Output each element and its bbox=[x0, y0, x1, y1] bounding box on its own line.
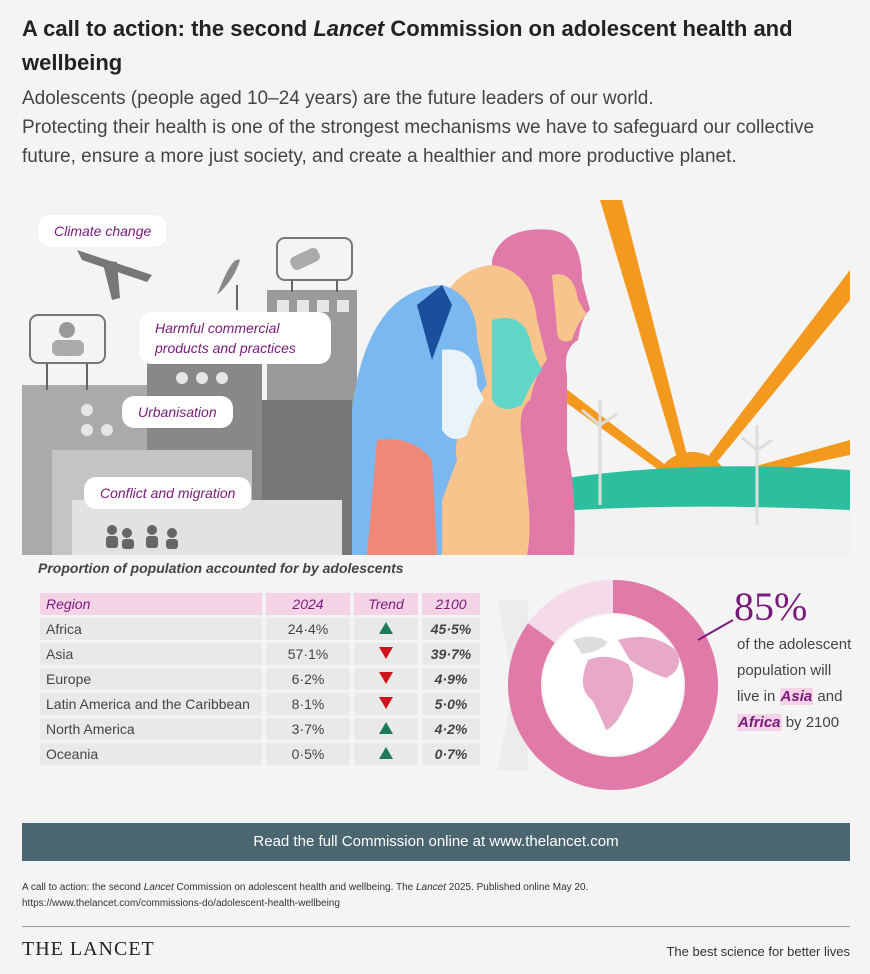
stat-africa: Africa bbox=[737, 714, 782, 731]
read-commission-link[interactable]: Read the full Commission online at www.t… bbox=[22, 823, 850, 861]
citation-line: A call to action: the second Lancet Comm… bbox=[22, 880, 852, 896]
stat-percent: 85% bbox=[734, 584, 808, 629]
table-row: Europe 6·2% 4·9% bbox=[40, 668, 480, 690]
region-cell: Latin America and the Caribbean bbox=[40, 693, 262, 715]
table-title: Proportion of population accounted for b… bbox=[38, 560, 404, 576]
cite-b: Lancet bbox=[143, 882, 174, 893]
value-2100-cell: 39·7% bbox=[422, 643, 480, 665]
title-text-1: A call to action: the second bbox=[22, 16, 314, 41]
intro: Adolescents (people aged 10–24 years) ar… bbox=[22, 84, 852, 171]
trend-up-icon bbox=[379, 747, 393, 759]
profile-silhouettes bbox=[352, 229, 590, 555]
header-trend: Trend bbox=[354, 593, 418, 615]
cite-c: Commission on adolescent health and well… bbox=[173, 882, 416, 893]
satellite-dish-icon bbox=[217, 259, 240, 310]
tag-urbanisation: Urbanisation bbox=[122, 396, 233, 428]
region-cell: Europe bbox=[40, 668, 262, 690]
stat-asia: Asia bbox=[779, 688, 814, 705]
asia-shape bbox=[618, 636, 680, 678]
population-table: Region 2024 Trend 2100 Africa 24·4% 45·5% A… bbox=[36, 590, 484, 768]
table-row: Oceania 0·5% 0·7% bbox=[40, 743, 480, 765]
title-text-italic: Lancet bbox=[313, 16, 385, 41]
region-cell: Africa bbox=[40, 618, 262, 640]
europe-shape bbox=[573, 636, 608, 654]
drone-icon bbox=[77, 250, 152, 300]
value-2100-cell: 45·5% bbox=[422, 618, 480, 640]
value-2024-cell: 3·7% bbox=[266, 718, 350, 740]
value-2024-cell: 8·1% bbox=[266, 693, 350, 715]
tag-climate-change: Climate change bbox=[38, 215, 168, 247]
trend-cell bbox=[354, 718, 418, 740]
tagline: The best science for better lives bbox=[666, 944, 850, 959]
value-2024-cell: 57·1% bbox=[266, 643, 350, 665]
table-row: North America 3·7% 4·2% bbox=[40, 718, 480, 740]
value-2024-cell: 24·4% bbox=[266, 618, 350, 640]
trend-cell bbox=[354, 743, 418, 765]
stat-text: of the adolescent population will live i… bbox=[737, 632, 857, 736]
illustration-graphic bbox=[22, 200, 850, 555]
table-row: Asia 57·1% 39·7% bbox=[40, 643, 480, 665]
header-2100: 2100 bbox=[422, 593, 480, 615]
trend-down-icon bbox=[379, 697, 393, 709]
pointer-line bbox=[697, 619, 734, 641]
tag-harmful-products: Harmful commercial products and practice… bbox=[139, 312, 331, 364]
region-cell: Oceania bbox=[40, 743, 262, 765]
trend-up-icon bbox=[379, 722, 393, 734]
intro-line-1: Adolescents (people aged 10–24 years) ar… bbox=[22, 88, 654, 109]
sun-rays bbox=[542, 200, 850, 482]
header-2024: 2024 bbox=[266, 593, 350, 615]
trend-cell bbox=[354, 618, 418, 640]
citation: A call to action: the second Lancet Comm… bbox=[22, 880, 852, 912]
trend-down-icon bbox=[379, 672, 393, 684]
billboard-icon bbox=[29, 237, 353, 390]
table-row: Africa 24·4% 45·5% bbox=[40, 618, 480, 640]
value-2100-cell: 4·2% bbox=[422, 718, 480, 740]
value-2100-cell: 5·0% bbox=[422, 693, 480, 715]
table-body: Africa 24·4% 45·5% Asia 57·1% 39·7% Europe 6·2%… bbox=[40, 618, 480, 765]
trend-up-icon bbox=[379, 622, 393, 634]
region-cell: Asia bbox=[40, 643, 262, 665]
donut-chart bbox=[498, 580, 734, 790]
lancet-logo: THE LANCET bbox=[22, 938, 155, 960]
table-header-row: Region 2024 Trend 2100 bbox=[40, 593, 480, 615]
stat-text-after: by 2100 bbox=[781, 714, 840, 731]
trend-cell bbox=[354, 668, 418, 690]
value-2024-cell: 0·5% bbox=[266, 743, 350, 765]
tag-conflict-migration: Conflict and migration bbox=[84, 477, 252, 509]
title-text-2: Commission on adolescent health and well… bbox=[22, 16, 793, 75]
header-region: Region bbox=[40, 593, 262, 615]
stat-and: and bbox=[813, 688, 843, 705]
wind-turbine-icon bbox=[581, 400, 773, 525]
cite-d: Lancet bbox=[415, 882, 446, 893]
africa-shape bbox=[582, 656, 634, 730]
value-2100-cell: 0·7% bbox=[422, 743, 480, 765]
crowd-icon bbox=[106, 525, 178, 549]
trend-cell bbox=[354, 693, 418, 715]
footer-divider bbox=[22, 926, 850, 927]
page-title: A call to action: the second Lancet Comm… bbox=[22, 12, 842, 80]
region-cell: North America bbox=[40, 718, 262, 740]
value-2100-cell: 4·9% bbox=[422, 668, 480, 690]
illustration: Climate change Harmful commercial produc… bbox=[22, 200, 850, 555]
trend-down-icon bbox=[379, 647, 393, 659]
citation-url[interactable]: https://www.thelancet.com/commissions-do… bbox=[22, 898, 340, 909]
intro-line-2: Protecting their health is one of the st… bbox=[22, 117, 815, 167]
table-row: Latin America and the Caribbean 8·1% 5·0% bbox=[40, 693, 480, 715]
stat-text-before: of the adolescent population will live i… bbox=[737, 636, 852, 705]
value-2024-cell: 6·2% bbox=[266, 668, 350, 690]
trend-cell bbox=[354, 643, 418, 665]
cite-e: 2025. Published online May 20. bbox=[446, 882, 589, 893]
cite-a: A call to action: the second bbox=[22, 882, 144, 893]
